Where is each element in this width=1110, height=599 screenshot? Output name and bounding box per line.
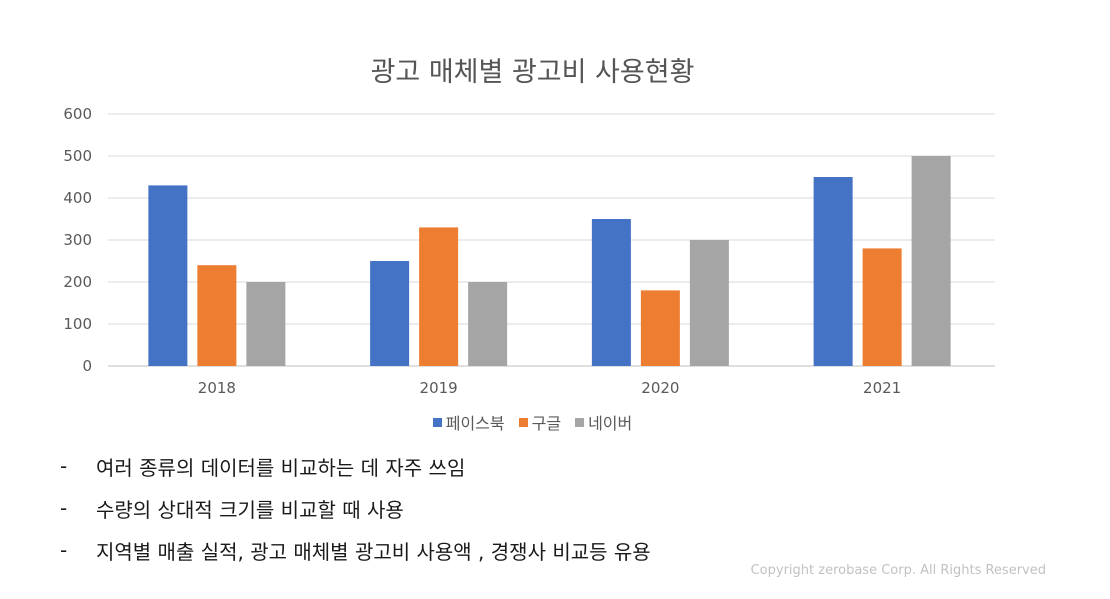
bar-2019-facebook: [370, 261, 410, 366]
x-tick-label: 2019: [420, 379, 458, 397]
bar-2020-naver: [689, 240, 729, 366]
y-tick-label: 500: [63, 147, 92, 165]
bar-2021-naver: [911, 156, 951, 366]
y-tick-label: 300: [63, 231, 92, 249]
bars: [148, 156, 951, 366]
y-tick-label: 600: [63, 105, 92, 123]
legend: 페이스북 구글 네이버: [0, 410, 1065, 434]
legend-label-google: 구글: [531, 414, 562, 433]
x-axis-ticks: 2018 2019 2020 2021: [198, 379, 901, 397]
legend-swatch-google: [518, 417, 528, 427]
bar-2020-google: [640, 290, 680, 366]
y-tick-label: 0: [82, 357, 92, 375]
bullet-dash: -: [60, 496, 68, 520]
bar-2019-naver: [468, 282, 508, 366]
y-tick-label: 100: [63, 315, 92, 333]
y-axis-ticks: 0 100 200 300 400 500 600: [63, 105, 92, 375]
legend-item-facebook: 페이스북: [432, 410, 505, 434]
bullet-dash: -: [60, 454, 68, 478]
x-tick-label: 2020: [641, 379, 679, 397]
bullet-text: 여러 종류의 데이터를 비교하는 데 자주 쓰임: [96, 455, 466, 480]
bullet-dash: -: [60, 538, 68, 562]
bar-2021-facebook: [813, 177, 853, 366]
y-tick-label: 400: [63, 189, 92, 207]
bullet-item: - 지역별 매출 실적, 광고 매체별 광고비 사용액 , 경쟁사 비교등 유용: [60, 529, 651, 571]
bullet-item: - 수량의 상대적 크기를 비교할 때 사용: [60, 487, 651, 529]
chart-title: 광고 매체별 광고비 사용현황: [370, 57, 695, 88]
legend-swatch-facebook: [432, 417, 442, 427]
bullet-item: - 여러 종류의 데이터를 비교하는 데 자주 쓰임: [60, 445, 651, 487]
bar-2021-google: [862, 248, 902, 366]
bullet-text: 수량의 상대적 크기를 비교할 때 사용: [96, 497, 404, 522]
x-tick-label: 2021: [863, 379, 901, 397]
bullet-text: 지역별 매출 실적, 광고 매체별 광고비 사용액 , 경쟁사 비교등 유용: [96, 539, 651, 564]
bar-2019-google: [419, 227, 459, 366]
bar-2018-facebook: [148, 185, 188, 366]
copyright-text: Copyright zerobase Corp. All Rights Rese…: [750, 563, 1046, 578]
gridlines: [108, 113, 995, 367]
bar-2018-google: [197, 265, 237, 366]
legend-swatch-naver: [575, 417, 585, 427]
y-tick-label: 200: [63, 273, 92, 291]
legend-item-naver: 네이버: [575, 410, 632, 434]
bar-2020-facebook: [591, 219, 631, 366]
legend-label-naver: 네이버: [588, 414, 633, 433]
bar-chart: 0 100 200 300 400 500 600 2018 2019 2020 2021: [63, 105, 995, 397]
legend-label-facebook: 페이스북: [445, 414, 505, 433]
bar-2018-naver: [246, 282, 286, 366]
bullet-list: - 여러 종류의 데이터를 비교하는 데 자주 쓰임 - 수량의 상대적 크기를…: [60, 445, 651, 571]
legend-item-google: 구글: [518, 410, 562, 434]
x-tick-label: 2018: [198, 379, 236, 397]
